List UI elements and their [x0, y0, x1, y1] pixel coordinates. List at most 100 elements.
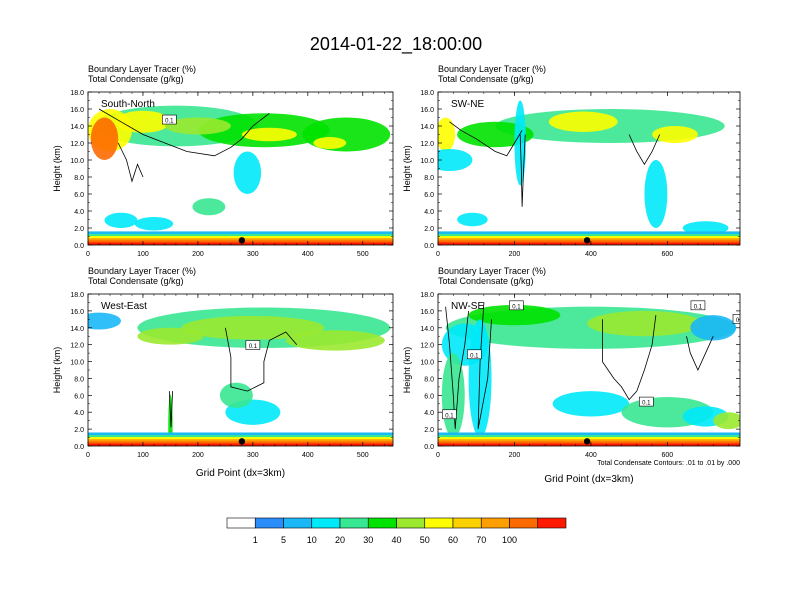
colorbar-label: 20: [335, 535, 345, 545]
location-marker: [238, 237, 246, 244]
x-tick-label: 400: [302, 251, 314, 258]
x-tick-label: 200: [192, 251, 204, 258]
y-tick-label: 18.0: [70, 90, 84, 97]
field-blob: [713, 412, 740, 430]
y-tick-label: 12.0: [70, 343, 84, 350]
boundary-layer-band: [438, 242, 740, 245]
y-tick-label: 18.0: [420, 292, 434, 299]
y-tick-label: 14.0: [70, 124, 84, 131]
field-layer: 0.1: [88, 92, 393, 245]
panel-header-tracer: Boundary Layer Tracer (%): [438, 266, 546, 276]
contour-label: 0.1: [642, 401, 651, 407]
field-blob: [164, 117, 231, 135]
field-blob: [313, 137, 347, 149]
colorbar-swatch: [226, 517, 256, 529]
contour-label: 0.1: [736, 318, 745, 324]
contour-label-box: [467, 349, 482, 360]
panel-label: SW-NE: [451, 99, 484, 110]
contour-label: 0.1: [470, 353, 479, 359]
y-tick-label: 16.0: [420, 309, 434, 316]
condensate-contour: [519, 134, 526, 207]
y-tick-label: 8.0: [424, 175, 434, 182]
y-tick-label: 4.0: [424, 209, 434, 216]
field-blob: [552, 391, 630, 417]
y-tick-label: 10.0: [420, 360, 434, 367]
x-tick-label: 0: [86, 251, 90, 258]
field-blob: [468, 319, 492, 438]
colorbar-swatch: [424, 517, 454, 529]
field-blob: [233, 151, 262, 194]
colorbar-label: 40: [391, 535, 401, 545]
x-tick-label: 0: [436, 251, 440, 258]
field-blob: [652, 126, 698, 143]
boundary-layer-band: [88, 443, 393, 446]
panel-header-condensate: Total Condensate (g/kg): [438, 74, 534, 84]
colorbar-swatch: [396, 517, 426, 529]
field-blob: [115, 110, 171, 133]
colorbar-swatch: [509, 517, 539, 529]
y-tick-label: 0.0: [424, 444, 434, 451]
colorbar-label: 100: [502, 535, 517, 545]
location-marker: [238, 438, 246, 445]
panel-1: Boundary Layer Tracer (%)Total Condensat…: [52, 64, 394, 258]
x-tick-label: 0: [436, 452, 440, 459]
y-tick-label: 10.0: [70, 360, 84, 367]
field-blob: [587, 310, 702, 337]
colorbar-swatch: [452, 517, 482, 529]
field-blob: [438, 148, 473, 172]
x-tick-label: 300: [247, 251, 259, 258]
x-axis-label: Grid Point (dx=3km): [196, 468, 285, 479]
y-tick-label: 0.0: [424, 243, 434, 250]
location-marker: [583, 237, 591, 244]
y-tick-label: 10.0: [70, 158, 84, 165]
condensate-contour: [686, 336, 714, 371]
x-tick-label: 300: [247, 452, 259, 459]
x-tick-label: 100: [137, 452, 149, 459]
y-tick-label: 18.0: [70, 292, 84, 299]
contour-label: 0.1: [694, 304, 703, 310]
panel-4: Boundary Layer Tracer (%)Total Condensat…: [402, 266, 745, 485]
y-tick-label: 12.0: [70, 141, 84, 148]
y-tick-label: 2.0: [74, 226, 84, 233]
y-tick-label: 16.0: [70, 107, 84, 114]
colorbar-swatch: [537, 517, 567, 529]
colorbar-label: 70: [476, 535, 486, 545]
y-tick-label: 16.0: [420, 107, 434, 114]
panel-3: Boundary Layer Tracer (%)Total Condensat…: [52, 266, 394, 479]
y-tick-label: 2.0: [424, 226, 434, 233]
x-axis-label: Grid Point (dx=3km): [544, 474, 633, 485]
y-tick-label: 12.0: [420, 343, 434, 350]
colorbar-swatch: [480, 517, 510, 529]
x-tick-label: 400: [302, 452, 314, 459]
y-tick-label: 4.0: [74, 410, 84, 417]
y-tick-label: 4.0: [74, 209, 84, 216]
x-tick-label: 400: [585, 452, 597, 459]
contour-label: 0.1: [445, 413, 454, 419]
panel-2: Boundary Layer Tracer (%)Total Condensat…: [402, 64, 741, 258]
y-tick-label: 12.0: [420, 141, 434, 148]
y-tick-label: 2.0: [74, 427, 84, 434]
x-tick-label: 100: [137, 251, 149, 258]
y-tick-label: 10.0: [420, 158, 434, 165]
x-tick-label: 500: [357, 251, 369, 258]
condensate-contour: [602, 315, 657, 401]
panel-header-condensate: Total Condensate (g/kg): [438, 276, 534, 286]
y-tick-label: 8.0: [74, 175, 84, 182]
y-tick-label: 14.0: [420, 124, 434, 131]
boundary-layer-band: [88, 242, 393, 245]
condensate-contour: [477, 302, 492, 430]
panel-header-condensate: Total Condensate (g/kg): [88, 74, 184, 84]
field-blob: [134, 216, 174, 231]
field-blob: [457, 121, 534, 148]
condensate-contour: [628, 134, 661, 166]
y-tick-label: 6.0: [74, 393, 84, 400]
field-blob: [285, 330, 385, 351]
colorbar-swatch: [311, 517, 341, 529]
panel-header-tracer: Boundary Layer Tracer (%): [88, 266, 196, 276]
colorbar-swatch: [339, 517, 369, 529]
x-tick-label: 200: [192, 452, 204, 459]
y-tick-label: 14.0: [70, 326, 84, 333]
colorbar-swatch: [367, 517, 397, 529]
y-tick-label: 16.0: [70, 309, 84, 316]
field-blob: [548, 111, 618, 132]
